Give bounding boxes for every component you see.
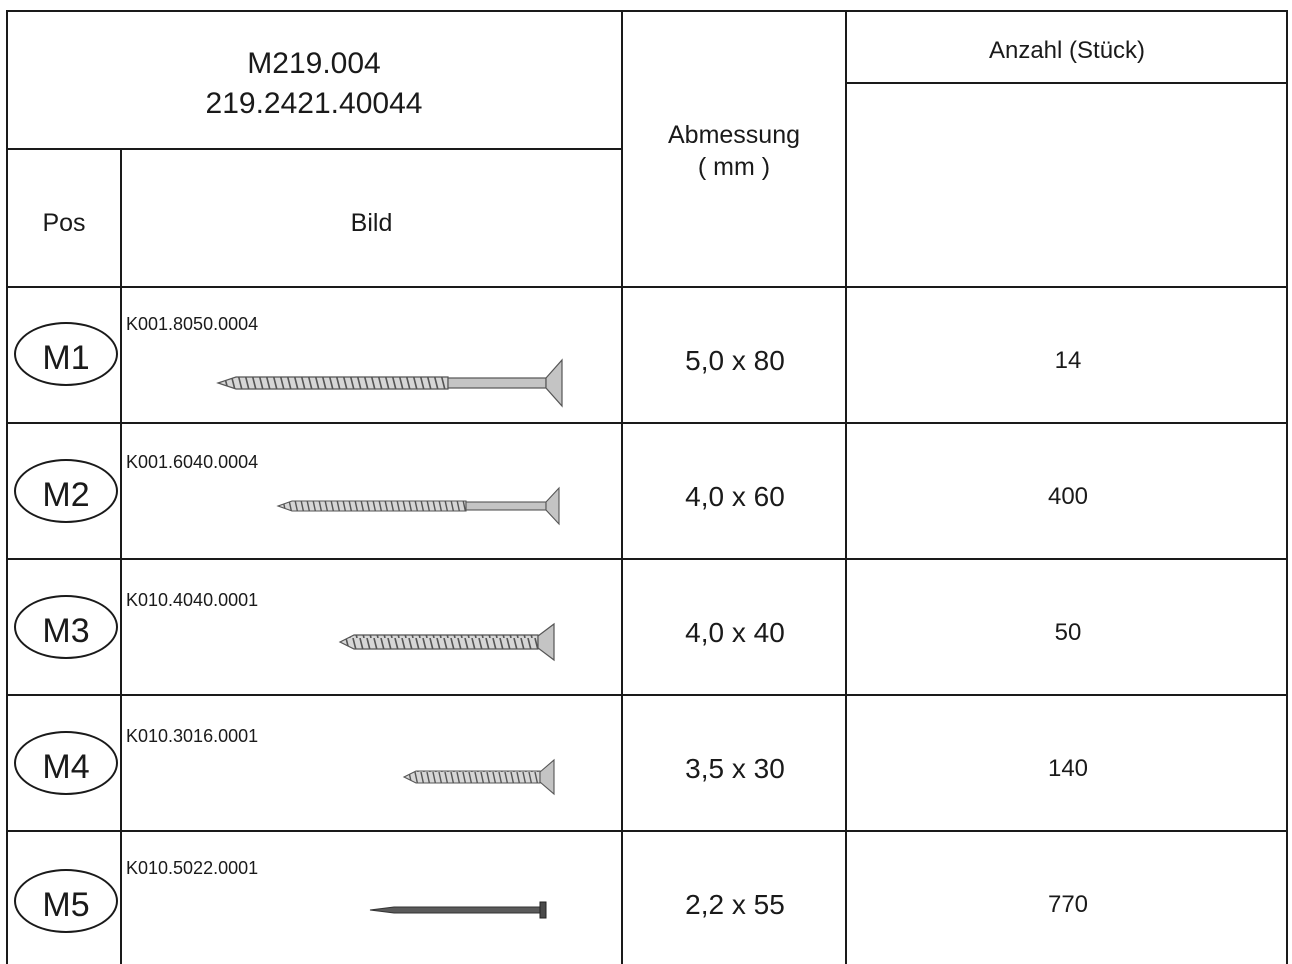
image-column-header: Bild bbox=[350, 209, 393, 237]
dimension-value: 3,5 x 30 bbox=[685, 753, 785, 784]
position-badge: M5 bbox=[14, 869, 118, 933]
position-badge: M3 bbox=[14, 595, 118, 659]
quantity-value: 14 bbox=[1054, 347, 1082, 374]
dimension-value: 4,0 x 60 bbox=[685, 481, 785, 512]
pos-column-header: Pos bbox=[42, 209, 86, 237]
dimension-value: 4,0 x 40 bbox=[685, 617, 785, 648]
position-badge: M4 bbox=[14, 731, 118, 795]
screw-icon bbox=[276, 486, 560, 526]
quantity-value: 770 bbox=[1047, 891, 1089, 918]
header-divider-quantity bbox=[846, 82, 1288, 84]
position-badge: M1 bbox=[14, 322, 118, 386]
dimension-value: 2,2 x 55 bbox=[685, 889, 785, 920]
screw-icon bbox=[402, 758, 555, 796]
dimension-value: 5,0 x 80 bbox=[685, 345, 785, 376]
nail-icon bbox=[369, 901, 547, 919]
row-divider bbox=[6, 286, 1288, 288]
assembly-number: 219.2421.40044 bbox=[205, 87, 423, 120]
article-number: K001.8050.0004 bbox=[126, 314, 259, 334]
column-divider-pos bbox=[120, 149, 122, 964]
article-number: K001.6040.0004 bbox=[126, 452, 259, 472]
table-border-top bbox=[6, 10, 1288, 12]
position-badge: M2 bbox=[14, 459, 118, 523]
quantity-column-header: Anzahl (Stück) bbox=[988, 37, 1146, 64]
position-label: M3 bbox=[42, 611, 90, 650]
row-divider bbox=[6, 830, 1288, 832]
position-label: M5 bbox=[42, 885, 90, 924]
position-label: M2 bbox=[42, 475, 90, 514]
quantity-value: 140 bbox=[1047, 755, 1089, 782]
position-label: M4 bbox=[42, 747, 90, 786]
article-number: K010.5022.0001 bbox=[126, 858, 259, 878]
assembly-code: M219.004 bbox=[247, 47, 381, 80]
row-divider bbox=[6, 422, 1288, 424]
dimension-unit-label: ( mm ) bbox=[697, 153, 771, 181]
table-border-right bbox=[1286, 10, 1288, 964]
quantity-value: 400 bbox=[1047, 483, 1089, 510]
screw-icon bbox=[216, 358, 563, 408]
screw-icon bbox=[338, 622, 555, 662]
article-number: K010.3016.0001 bbox=[126, 726, 259, 746]
quantity-value: 50 bbox=[1054, 619, 1082, 646]
header-divider-code bbox=[6, 148, 622, 150]
column-divider-quantity bbox=[845, 10, 847, 964]
dimension-column-header: Abmessung bbox=[667, 121, 801, 149]
row-divider bbox=[6, 694, 1288, 696]
table-border-left bbox=[6, 10, 8, 964]
position-label: M1 bbox=[42, 338, 90, 377]
article-number: K010.4040.0001 bbox=[126, 590, 259, 610]
column-divider-dimension bbox=[621, 10, 623, 964]
row-divider bbox=[6, 558, 1288, 560]
